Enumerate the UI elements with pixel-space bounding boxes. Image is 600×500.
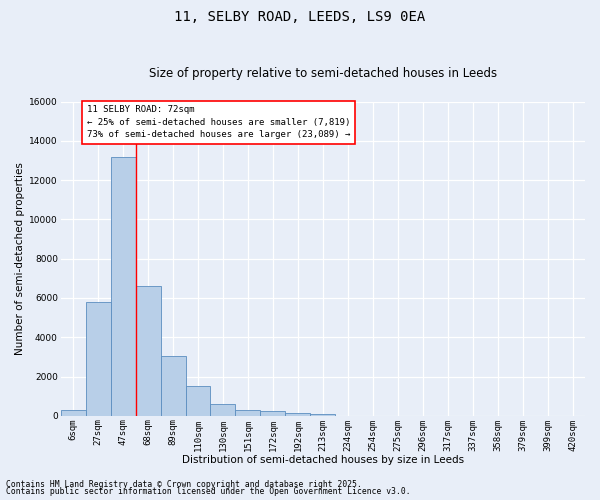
Text: Contains HM Land Registry data © Crown copyright and database right 2025.: Contains HM Land Registry data © Crown c… xyxy=(6,480,362,489)
Bar xyxy=(235,410,260,416)
Bar xyxy=(260,410,286,416)
Bar xyxy=(310,414,335,416)
Bar xyxy=(86,302,110,416)
Bar xyxy=(136,286,161,416)
X-axis label: Distribution of semi-detached houses by size in Leeds: Distribution of semi-detached houses by … xyxy=(182,455,464,465)
Bar xyxy=(211,404,235,416)
Text: Contains public sector information licensed under the Open Government Licence v3: Contains public sector information licen… xyxy=(6,487,410,496)
Bar xyxy=(61,410,86,416)
Bar xyxy=(110,156,136,416)
Bar xyxy=(161,356,185,416)
Bar xyxy=(185,386,211,416)
Text: 11, SELBY ROAD, LEEDS, LS9 0EA: 11, SELBY ROAD, LEEDS, LS9 0EA xyxy=(175,10,425,24)
Y-axis label: Number of semi-detached properties: Number of semi-detached properties xyxy=(15,162,25,355)
Bar xyxy=(286,412,310,416)
Title: Size of property relative to semi-detached houses in Leeds: Size of property relative to semi-detach… xyxy=(149,66,497,80)
Text: 11 SELBY ROAD: 72sqm
← 25% of semi-detached houses are smaller (7,819)
73% of se: 11 SELBY ROAD: 72sqm ← 25% of semi-detac… xyxy=(87,106,350,140)
